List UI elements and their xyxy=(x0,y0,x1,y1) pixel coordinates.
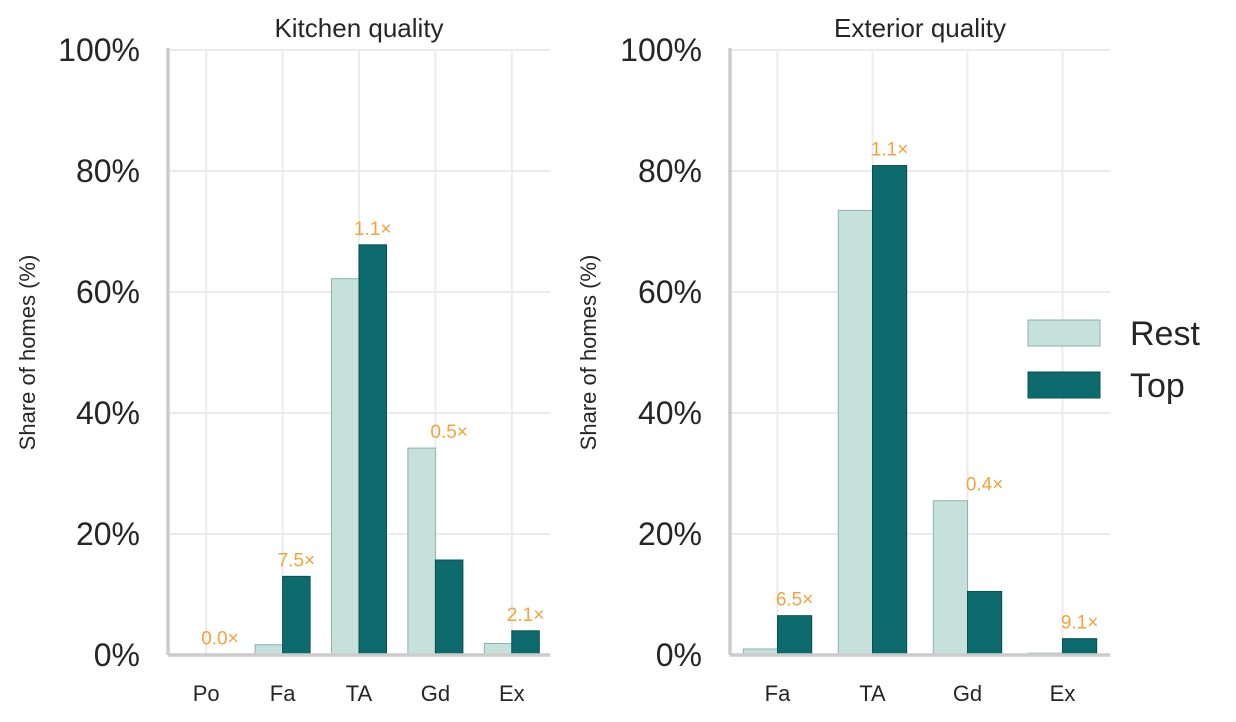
y-tick-label: 20% xyxy=(638,516,702,552)
y-tick-label: 40% xyxy=(76,395,140,431)
y-tick-label: 20% xyxy=(76,516,140,552)
bar-rest-gd xyxy=(932,500,968,656)
x-tick-label: Gd xyxy=(421,681,450,706)
legend-swatch-top xyxy=(1027,371,1101,399)
x-tick-label: Fa xyxy=(765,681,791,706)
y-axis-label: Share of homes (%) xyxy=(576,255,601,451)
ratio-annotation: 0.4× xyxy=(966,475,1004,496)
x-tick-label: TA xyxy=(346,681,373,706)
legend-swatch-rest xyxy=(1027,319,1101,347)
bar-top-ex xyxy=(1062,638,1098,656)
ratio-annotation: 1.1× xyxy=(354,219,392,240)
y-tick-label: 80% xyxy=(638,153,702,189)
bar-top-fa xyxy=(777,615,813,656)
chart-title: Kitchen quality xyxy=(274,13,443,43)
y-tick-label: 60% xyxy=(638,274,702,310)
ratio-annotation: 6.5× xyxy=(776,590,814,611)
x-tick-label: Fa xyxy=(270,681,296,706)
bar-top-ta xyxy=(358,244,388,656)
bar-top-ex xyxy=(511,630,540,656)
legend-label-rest: Rest xyxy=(1130,315,1200,353)
y-axis-label: Share of homes (%) xyxy=(15,255,40,451)
y-tick-label: 100% xyxy=(620,32,702,68)
ratio-annotation: 2.1× xyxy=(507,605,545,626)
bar-top-gd xyxy=(967,590,1003,656)
bar-top-fa xyxy=(282,575,311,656)
x-tick-label: Po xyxy=(193,681,220,706)
ratio-annotation: 7.5× xyxy=(278,550,316,571)
chart-panel-1: 0% 20% 40% 60% 80% 100% 0.0× Po 7.5× Fa 1.1× TA 0.5×… xyxy=(15,13,550,706)
x-tick-label: Ex xyxy=(499,681,525,706)
ratio-annotation: 0.0× xyxy=(201,628,239,649)
bar-top-gd xyxy=(434,559,464,656)
bar-rest-gd xyxy=(407,447,436,656)
x-tick-label: Gd xyxy=(953,681,982,706)
x-tick-label: TA xyxy=(859,681,886,706)
chart-title: Exterior quality xyxy=(834,13,1006,43)
chart-panel-2: 0% 20% 40% 60% 80% 100% 6.5× Fa 1.1× TA 0.4× Gd 9.1×… xyxy=(576,13,1110,706)
y-tick-label: 0% xyxy=(656,637,702,673)
y-tick-label: 40% xyxy=(638,395,702,431)
legend: Rest Top xyxy=(1027,315,1200,405)
ratio-annotation: 1.1× xyxy=(871,140,909,161)
bar-top-ta xyxy=(872,165,908,656)
x-tick-label: Ex xyxy=(1050,681,1076,706)
ratio-annotation: 0.5× xyxy=(430,422,468,443)
ratio-annotation: 9.1× xyxy=(1061,613,1099,634)
legend-label-top: Top xyxy=(1130,367,1185,405)
bar-rest-ta xyxy=(330,278,360,656)
y-tick-label: 0% xyxy=(94,637,140,673)
y-tick-label: 80% xyxy=(76,153,140,189)
y-tick-label: 60% xyxy=(76,274,140,310)
bar-rest-ta xyxy=(837,209,873,656)
y-tick-label: 100% xyxy=(58,32,140,68)
